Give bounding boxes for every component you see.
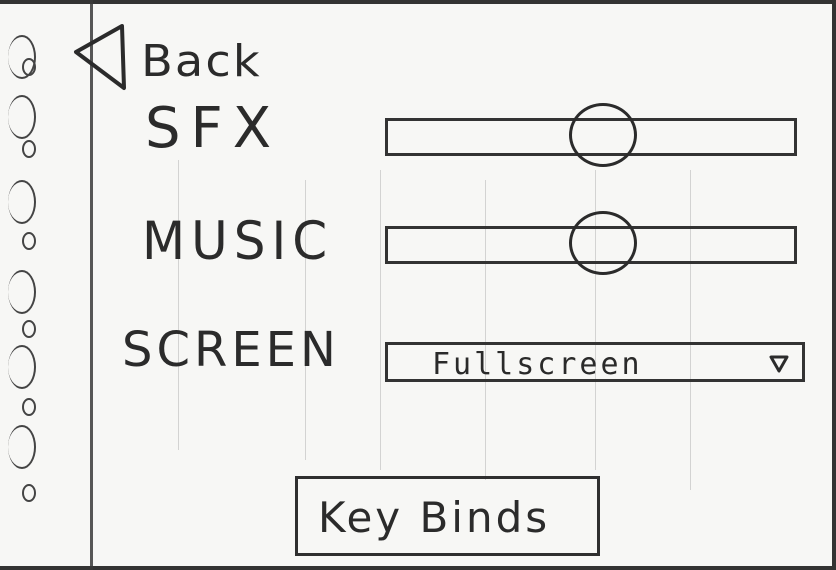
sketch-guide-line (305, 180, 306, 460)
music-label: MUSIC (142, 210, 334, 272)
sketch-guide-line (595, 170, 596, 470)
key-binds-label: Key Binds (318, 493, 551, 542)
sfx-label: SFX (145, 96, 282, 161)
key-binds-button[interactable]: Key Binds (295, 476, 600, 556)
binding-hole (22, 320, 36, 338)
sfx-slider-thumb[interactable] (569, 103, 638, 167)
binding-hole (22, 58, 36, 76)
screen-label: SCREEN (122, 322, 340, 378)
music-slider-thumb[interactable] (569, 211, 638, 275)
sketch-guide-line (178, 160, 179, 450)
triangle-down-icon (769, 355, 789, 373)
back-button[interactable]: Back (66, 22, 296, 92)
spiral-ring (8, 345, 36, 389)
sfx-volume-slider[interactable] (385, 103, 797, 167)
binding-hole (22, 232, 36, 250)
sketch-guide-line (485, 180, 486, 480)
back-label: Back (141, 36, 262, 87)
spiral-ring (8, 180, 36, 224)
back-arrow-icon (74, 24, 126, 90)
spiral-ring (8, 95, 36, 139)
binding-hole (22, 484, 36, 502)
binding-hole (22, 140, 36, 158)
margin-line (90, 0, 93, 570)
screen-mode-dropdown[interactable]: Fullscreen (385, 342, 805, 382)
sketch-guide-line (380, 170, 381, 470)
music-volume-slider[interactable] (385, 211, 797, 275)
spiral-ring (8, 35, 36, 79)
screen-mode-value: Fullscreen (432, 347, 643, 382)
spiral-ring (8, 425, 36, 469)
binding-hole (22, 398, 36, 416)
sketch-guide-line (690, 170, 691, 490)
spiral-ring (8, 270, 36, 314)
